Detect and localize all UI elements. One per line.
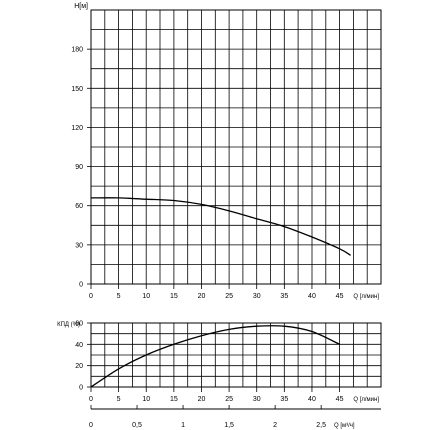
y-tick-label: 60 (75, 203, 83, 210)
x-tick-label: 5 (117, 293, 121, 300)
x-tick-label: 0 (89, 396, 93, 403)
m3-tick-label: 0,5 (132, 422, 142, 429)
y-tick-label: 120 (71, 125, 83, 132)
y-tick-label: 0 (79, 385, 83, 392)
x-tick-label: 15 (170, 293, 178, 300)
flow-m3h-ticks: 0 0,5 1 1,5 2 2,5 (89, 405, 326, 429)
x-tick-label: 45 (336, 396, 344, 403)
y-tick-label: 0 (79, 282, 83, 289)
x-tick-label: 30 (253, 293, 261, 300)
m3-tick-label: 0 (89, 422, 93, 429)
head-chart: 0 30 60 90 120 150 180 0 5 10 15 20 25 30 35 40 45 H[м]… (71, 3, 382, 300)
head-y-ticks: 0 30 60 90 120 150 180 (71, 47, 91, 289)
x-tick-label: 10 (142, 293, 150, 300)
head-x-axis-label: Q [л/мин] (353, 294, 379, 300)
x-tick-label: 5 (117, 396, 121, 403)
m3-tick-label: 2 (273, 422, 277, 429)
m3-tick-label: 1 (181, 422, 185, 429)
flow-m3h-axis: 0 0,5 1 1,5 2 2,5 Q [м³/ч] (89, 405, 381, 429)
y-tick-label: 20 (75, 363, 83, 370)
x-tick-label: 15 (170, 396, 178, 403)
x-tick-label: 40 (308, 293, 316, 300)
x-tick-label: 40 (308, 396, 316, 403)
x-tick-label: 30 (253, 396, 261, 403)
x-tick-label: 20 (198, 293, 206, 300)
y-tick-label: 150 (71, 86, 83, 93)
y-tick-label: 180 (71, 47, 83, 54)
efficiency-x-ticks: 0 5 10 15 20 25 30 35 40 45 (89, 387, 344, 403)
x-tick-label: 35 (280, 396, 288, 403)
y-tick-label: 40 (75, 342, 83, 349)
m3-tick-label: 1,5 (224, 422, 234, 429)
x-tick-label: 25 (225, 396, 233, 403)
efficiency-chart: 0 20 40 60 0 5 10 15 20 25 30 35 40 45 КПД (%) Q [л/… (57, 321, 382, 403)
x-tick-label: 35 (280, 293, 288, 300)
x-tick-label: 45 (336, 293, 344, 300)
x-tick-label: 10 (142, 396, 150, 403)
y-tick-label: 90 (75, 164, 83, 171)
flow-m3h-axis-label: Q [м³/ч] (334, 423, 355, 429)
head-curve (90, 197, 351, 256)
x-tick-label: 25 (225, 293, 233, 300)
efficiency-y-ticks: 0 20 40 60 (75, 321, 91, 392)
efficiency-chart-grid (91, 323, 381, 387)
head-y-axis-label: H[м] (74, 3, 88, 10)
efficiency-x-axis-label: Q [л/мин] (353, 397, 379, 403)
y-tick-label: 60 (75, 321, 83, 328)
head-chart-grid (91, 10, 381, 284)
head-x-ticks: 0 5 10 15 20 25 30 35 40 45 (89, 284, 344, 300)
x-tick-label: 0 (89, 293, 93, 300)
efficiency-y-axis-label: КПД (%) (57, 322, 80, 328)
efficiency-curve (90, 325, 340, 388)
y-tick-label: 30 (75, 242, 83, 249)
m3-tick-label: 2,5 (316, 422, 326, 429)
x-tick-label: 20 (198, 396, 206, 403)
